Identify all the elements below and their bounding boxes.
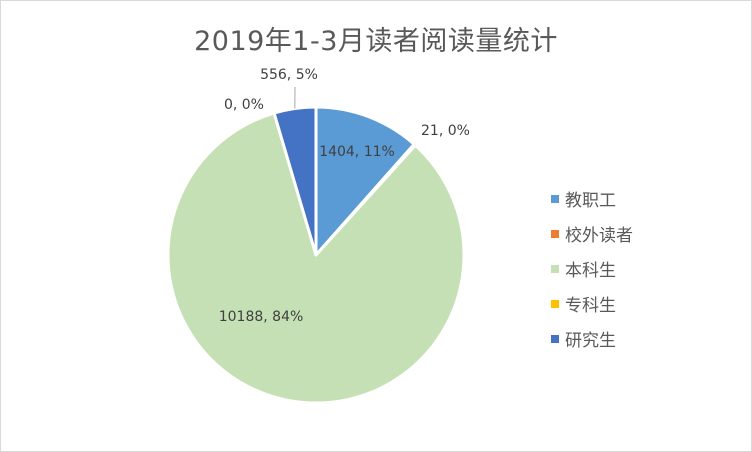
legend-item: 研究生 <box>551 321 711 356</box>
legend-item: 校外读者 <box>551 216 711 251</box>
pie-slice <box>166 111 466 405</box>
legend-item: 专科生 <box>551 286 711 321</box>
chart-title: 2019年1-3月读者阅读量统计 <box>194 26 558 57</box>
legend-label: 本科生 <box>565 261 616 281</box>
legend-label: 研究生 <box>565 331 616 351</box>
legend-swatch <box>551 194 559 203</box>
data-label: 21, 0% <box>421 123 470 139</box>
data-label: 1404, 11% <box>319 144 395 160</box>
legend-swatch <box>551 229 559 238</box>
legend-item: 教职工 <box>551 181 711 216</box>
pie-slice <box>272 105 318 257</box>
data-label: 0, 0% <box>224 97 264 113</box>
legend-swatch <box>551 299 559 308</box>
data-label: 556, 5% <box>260 67 318 83</box>
legend-label: 教职工 <box>565 191 616 211</box>
chart-legend: 教职工 校外读者 本科生 专科生 研究生 <box>551 181 711 356</box>
legend-label: 校外读者 <box>565 226 633 246</box>
pie-slice <box>314 105 416 257</box>
legend-label: 专科生 <box>565 296 616 316</box>
pie-slices <box>166 105 466 405</box>
legend-swatch <box>551 264 559 273</box>
data-label: 10188, 84% <box>219 309 304 325</box>
data-labels: 1404, 11% 21, 0% 10188, 84% 0, 0% 556, 5% <box>219 67 470 325</box>
legend-item: 本科生 <box>551 251 711 286</box>
legend-swatch <box>551 334 559 343</box>
